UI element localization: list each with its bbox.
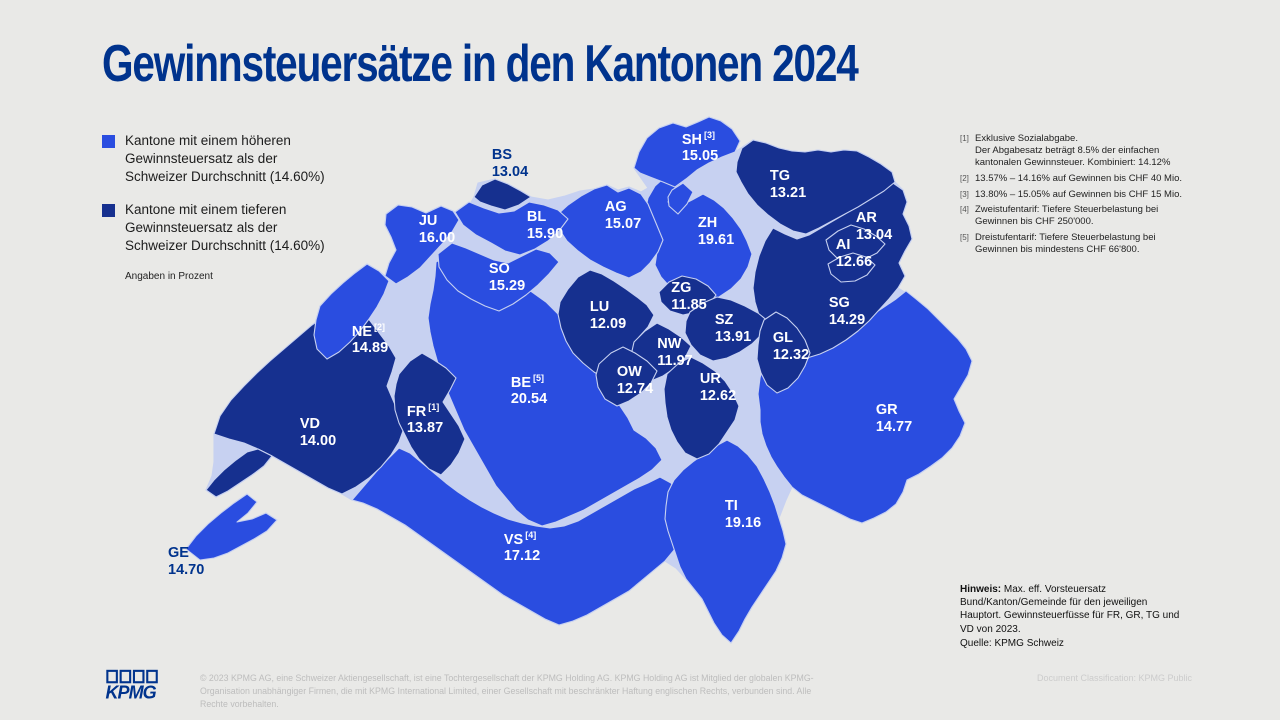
canton-label-GR: GR 14.77 [875, 402, 913, 435]
canton-shape-AR [825, 224, 886, 264]
canton-label-ZH: ZH 19.61 [697, 215, 735, 248]
canton-shape-AI [827, 252, 876, 283]
kpmg-logo-icon: KPMG [105, 669, 158, 702]
footnote-4-marker: [4] [960, 205, 969, 215]
canton-label-AG: AG 15.07 [604, 199, 642, 232]
footnote-2: [2] 13.57% – 14.16% auf Gewinnen bis CHF… [960, 173, 1192, 185]
canton-shape-VD [213, 298, 405, 495]
footnote-3-text: 13.80% – 15.05% auf Gewinnen bis CHF 15 … [975, 188, 1183, 200]
note-text: Max. eff. Vorsteuersatz Bund/Kanton/Geme… [960, 584, 1180, 635]
canton-shape-UR [663, 356, 740, 460]
svg-text:KPMG: KPMG [105, 682, 156, 702]
legend-label-higher: Kantone mit einem höheren Gewinnsteuersa… [125, 133, 325, 185]
note-label: Hinweis: [960, 584, 1002, 595]
canton-label-ZG: ZG 11.85 [671, 280, 707, 313]
canton-label-LU: LU 12.09 [589, 299, 627, 332]
footnote-5: [5] Dreistufentarif: Tiefere Steuerbelas… [960, 232, 1192, 256]
footnote-3-marker: [3] [960, 189, 969, 199]
canton-label-UR: UR 12.62 [699, 371, 737, 404]
canton-shape-SZ [684, 296, 770, 362]
canton-label-BL: BL 15.90 [526, 209, 564, 242]
canton-label-TG: TG 13.21 [769, 168, 807, 201]
footnote-5-text: Dreistufentarif: Tiefere Steuerbelastung… [975, 232, 1156, 255]
canton-shape-GE [185, 493, 278, 561]
canton-label-SZ: SZ 13.91 [714, 312, 752, 345]
footnote-1: [1] Exklusive Sozialabgabe. Der Abgabesa… [960, 133, 1192, 169]
canton-shape-AG [555, 184, 664, 279]
canton-label-OW: OW 12.74 [616, 364, 654, 397]
canton-shape-VD-arm [205, 448, 273, 498]
footnote-3: [3] 13.80% – 15.05% auf Gewinnen bis CHF… [960, 189, 1192, 201]
legend-swatch-lower-icon [102, 203, 115, 217]
copyright-text: © 2023 KPMG AG, eine Schweizer Aktienges… [200, 673, 814, 710]
canton-label-NE: NE [2] 14.89 [351, 322, 389, 357]
canton-shape-GL [756, 311, 811, 394]
footnote-1-marker: [1] [960, 134, 969, 143]
legend-swatch-higher-icon [102, 135, 115, 148]
canton-label-BE: BE [5] 20.54 [510, 373, 548, 408]
canton-shape-OW [595, 346, 658, 407]
canton-label-TI: TI 19.16 [724, 498, 762, 531]
canton-label-JU: JU 16.00 [418, 213, 456, 246]
canton-label-SH: SH [3] 15.05 [681, 130, 719, 165]
footnote-4-text: Zweistufentarif: Tiefere Steuerbelastung… [975, 204, 1159, 228]
canton-shape-NE [313, 263, 390, 360]
canton-label-AR: AR 13.04 [855, 210, 893, 243]
legend: Kantone mit einem höheren Gewinnsteuersa… [102, 132, 402, 282]
canton-label-VD: VD 14.00 [299, 416, 337, 449]
canton-shape-BL [454, 201, 569, 256]
canton-label-BS: BS 13.04 [491, 147, 529, 180]
footnote-2-text: 13.57% – 14.16% auf Gewinnen bis CHF 40 … [975, 172, 1183, 184]
footnote-2-marker: [2] [960, 173, 969, 183]
legend-item-higher: Kantone mit einem höheren Gewinnsteuersa… [102, 132, 402, 187]
canton-shape-FR [393, 352, 466, 476]
kpmg-logo: KPMG [104, 668, 162, 711]
document-classification: Document Classification: KPMG Public [1037, 673, 1193, 683]
footnote-5-marker: [5] [960, 233, 969, 243]
canton-label-SO: SO 15.29 [488, 261, 526, 294]
legend-item-lower: Kantone mit einem tieferen Gewinnsteuers… [102, 201, 402, 256]
canton-shape-JU [384, 204, 460, 285]
footnote-1-text: Exklusive Sozialabgabe. Der Abgabesatz b… [975, 133, 1171, 168]
canton-label-GE: GE 14.70 [168, 545, 205, 578]
canton-shape-BS [473, 178, 532, 211]
footnote-4: [4] Zweistufentarif: Tiefere Steuerbelas… [960, 204, 1192, 228]
note-block: Hinweis: Max. eff. Vorsteuersatz Bund/Ka… [960, 583, 1185, 636]
source-text: Quelle: KPMG Schweiz [960, 638, 1064, 649]
page-title: Gewinnsteuersätze in den Kantonen 2024 [102, 35, 859, 93]
canton-shape-SO [437, 242, 560, 312]
canton-label-SG: SG 14.29 [828, 295, 866, 328]
canton-label-FR: FR [1] 13.87 [406, 402, 444, 437]
canton-label-GL: GL 12.32 [772, 330, 810, 363]
canton-label-AI: AI 12.66 [835, 237, 873, 270]
canton-shape-SH [633, 116, 741, 188]
canton-label-VS: VS [4] 17.12 [503, 530, 541, 565]
canton-label-NW: NW 11.97 [657, 336, 693, 369]
unit-note: Angaben in Prozent [125, 271, 213, 283]
footnotes-panel: [1] Exklusive Sozialabgabe. Der Abgabesa… [960, 133, 1192, 260]
canton-shape-SH-strip [667, 182, 694, 215]
legend-label-lower: Kantone mit einem tieferen Gewinnsteuers… [125, 201, 325, 254]
canton-shape-TG [735, 139, 896, 235]
